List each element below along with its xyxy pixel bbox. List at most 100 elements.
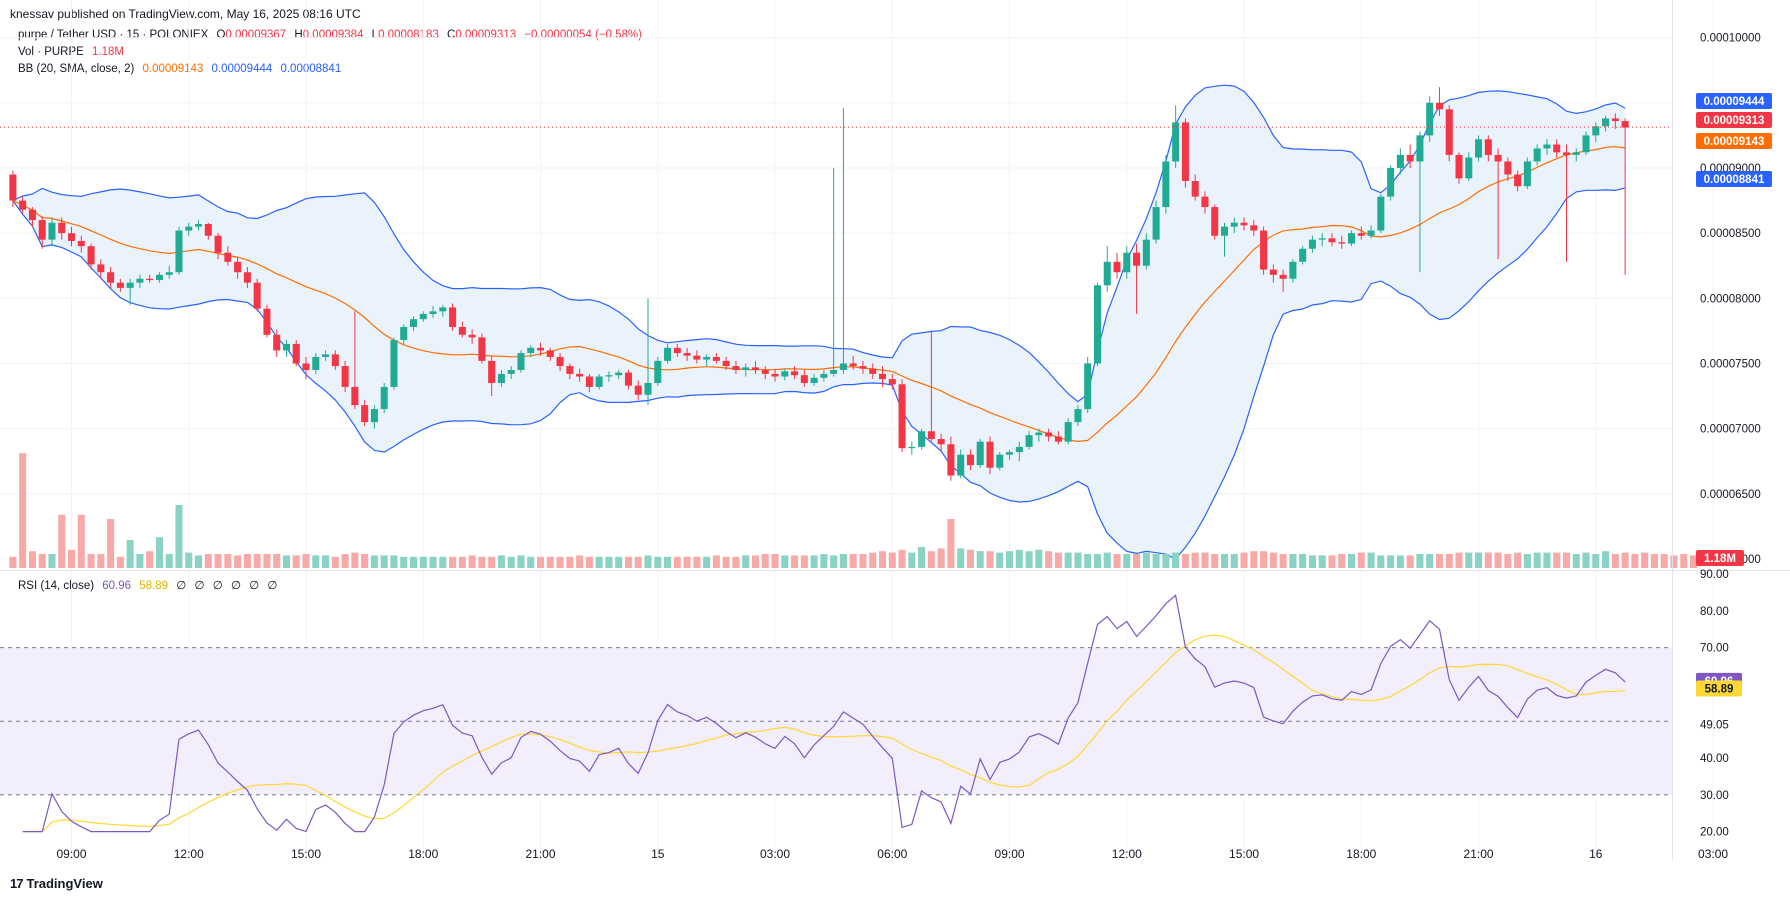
candle-body: [762, 370, 769, 374]
candle-body: [1123, 253, 1130, 273]
candle-body: [1358, 233, 1365, 236]
volume-bar: [1221, 554, 1228, 568]
volume-bar: [723, 557, 730, 568]
candle-body: [410, 319, 417, 327]
tag-bb-upper: 0.00009444: [1696, 93, 1772, 109]
volume-bar: [781, 555, 788, 568]
candle-body: [166, 272, 173, 275]
tag-rsi-ma: 58.89: [1696, 680, 1742, 696]
volume-bar: [1690, 555, 1697, 568]
volume-bar: [527, 557, 534, 568]
volume-bar: [1485, 553, 1492, 568]
candle-body: [859, 366, 866, 369]
volume-bar: [811, 555, 818, 568]
volume-bar: [1348, 554, 1355, 568]
volume-bar: [400, 557, 407, 568]
candle-body: [175, 231, 182, 273]
candle-body: [576, 374, 583, 377]
candle-body: [1553, 145, 1560, 153]
volume-bar: [586, 557, 593, 568]
volume-bar: [1211, 554, 1218, 568]
price-tick-label: 0.00007500: [1700, 358, 1761, 370]
candle-body: [820, 374, 827, 378]
volume-bar: [68, 550, 75, 568]
volume-bar: [801, 555, 808, 568]
candle-body: [1133, 253, 1140, 266]
candle-body: [1231, 223, 1238, 227]
candle-body: [703, 357, 710, 360]
volume-bar: [1524, 554, 1531, 568]
volume-bar: [693, 557, 700, 568]
volume-bar: [1612, 554, 1619, 568]
volume-bar: [644, 555, 651, 568]
volume-bar: [1260, 551, 1267, 568]
volume-bar: [342, 554, 349, 568]
volume-bar: [224, 554, 231, 568]
candle-body: [127, 283, 134, 288]
rsi-tick-label: 20.00: [1700, 827, 1729, 839]
candle-body: [1368, 231, 1375, 236]
volume-bar: [1563, 553, 1570, 568]
tag-bb-basis: 0.00009143: [1696, 133, 1772, 149]
candle-body: [1416, 135, 1423, 161]
volume-bar: [1680, 554, 1687, 568]
tag-bb-lower-text: 0.00008841: [1704, 174, 1765, 186]
volume-bar: [713, 555, 720, 568]
candle-body: [1338, 242, 1345, 243]
volume-bar: [430, 557, 437, 568]
candle-body: [1446, 109, 1453, 155]
candle-body: [215, 236, 222, 253]
volume-bar: [1543, 553, 1550, 568]
volume-bar: [1182, 554, 1189, 568]
candle-body: [830, 370, 837, 374]
volume-bar: [1387, 555, 1394, 568]
volume-bar: [58, 515, 65, 568]
candle-body: [1348, 233, 1355, 243]
candle-body: [1592, 126, 1599, 135]
volume-bar: [244, 554, 251, 568]
candle-body: [1543, 145, 1550, 149]
candle-body: [19, 201, 26, 210]
volume-bar: [156, 537, 163, 568]
candle-body: [117, 283, 124, 288]
volume-bar: [1368, 553, 1375, 568]
volume-bar: [1280, 554, 1287, 568]
candle-body: [1583, 135, 1590, 152]
candle-body: [654, 361, 661, 383]
rsi-tick-label: 30.00: [1700, 790, 1729, 802]
volume-bar: [977, 551, 984, 568]
volume-bar: [1514, 553, 1521, 568]
volume-bar: [88, 554, 95, 568]
time-tick-label: 09:00: [56, 847, 86, 861]
tradingview-logo[interactable]: 17 TradingView: [10, 876, 103, 891]
volume-bar: [498, 555, 505, 568]
candle-body: [918, 431, 925, 447]
rsi-tick-label: 80.00: [1700, 606, 1729, 618]
volume-bar: [1006, 551, 1013, 568]
volume-bar: [1241, 553, 1248, 568]
candle-body: [205, 224, 212, 236]
price-tick-label: 0.00008500: [1700, 228, 1761, 240]
volume-bar: [381, 555, 388, 568]
candle-body: [1475, 139, 1482, 157]
candle-body: [1622, 121, 1629, 128]
candle-body: [1612, 118, 1619, 121]
candle-body: [1143, 240, 1150, 266]
candle-body: [469, 335, 476, 338]
candle-body: [1045, 433, 1052, 437]
volume-bar: [78, 515, 85, 568]
candle-body: [78, 241, 85, 246]
time-axis[interactable]: 09:00 12:00 15:00 18:00 21:00 15 03:00 06:00 09:…: [56, 847, 1790, 861]
volume-bar: [97, 554, 104, 568]
volume-bar: [820, 554, 827, 568]
volume-bar: [1426, 554, 1433, 568]
volume-bar: [869, 553, 876, 568]
volume-bar: [410, 557, 417, 568]
volume-bar: [957, 548, 964, 568]
candle-body: [1387, 168, 1394, 197]
candle-body: [772, 374, 779, 377]
candle-body: [244, 272, 251, 282]
candle-body: [224, 253, 231, 262]
